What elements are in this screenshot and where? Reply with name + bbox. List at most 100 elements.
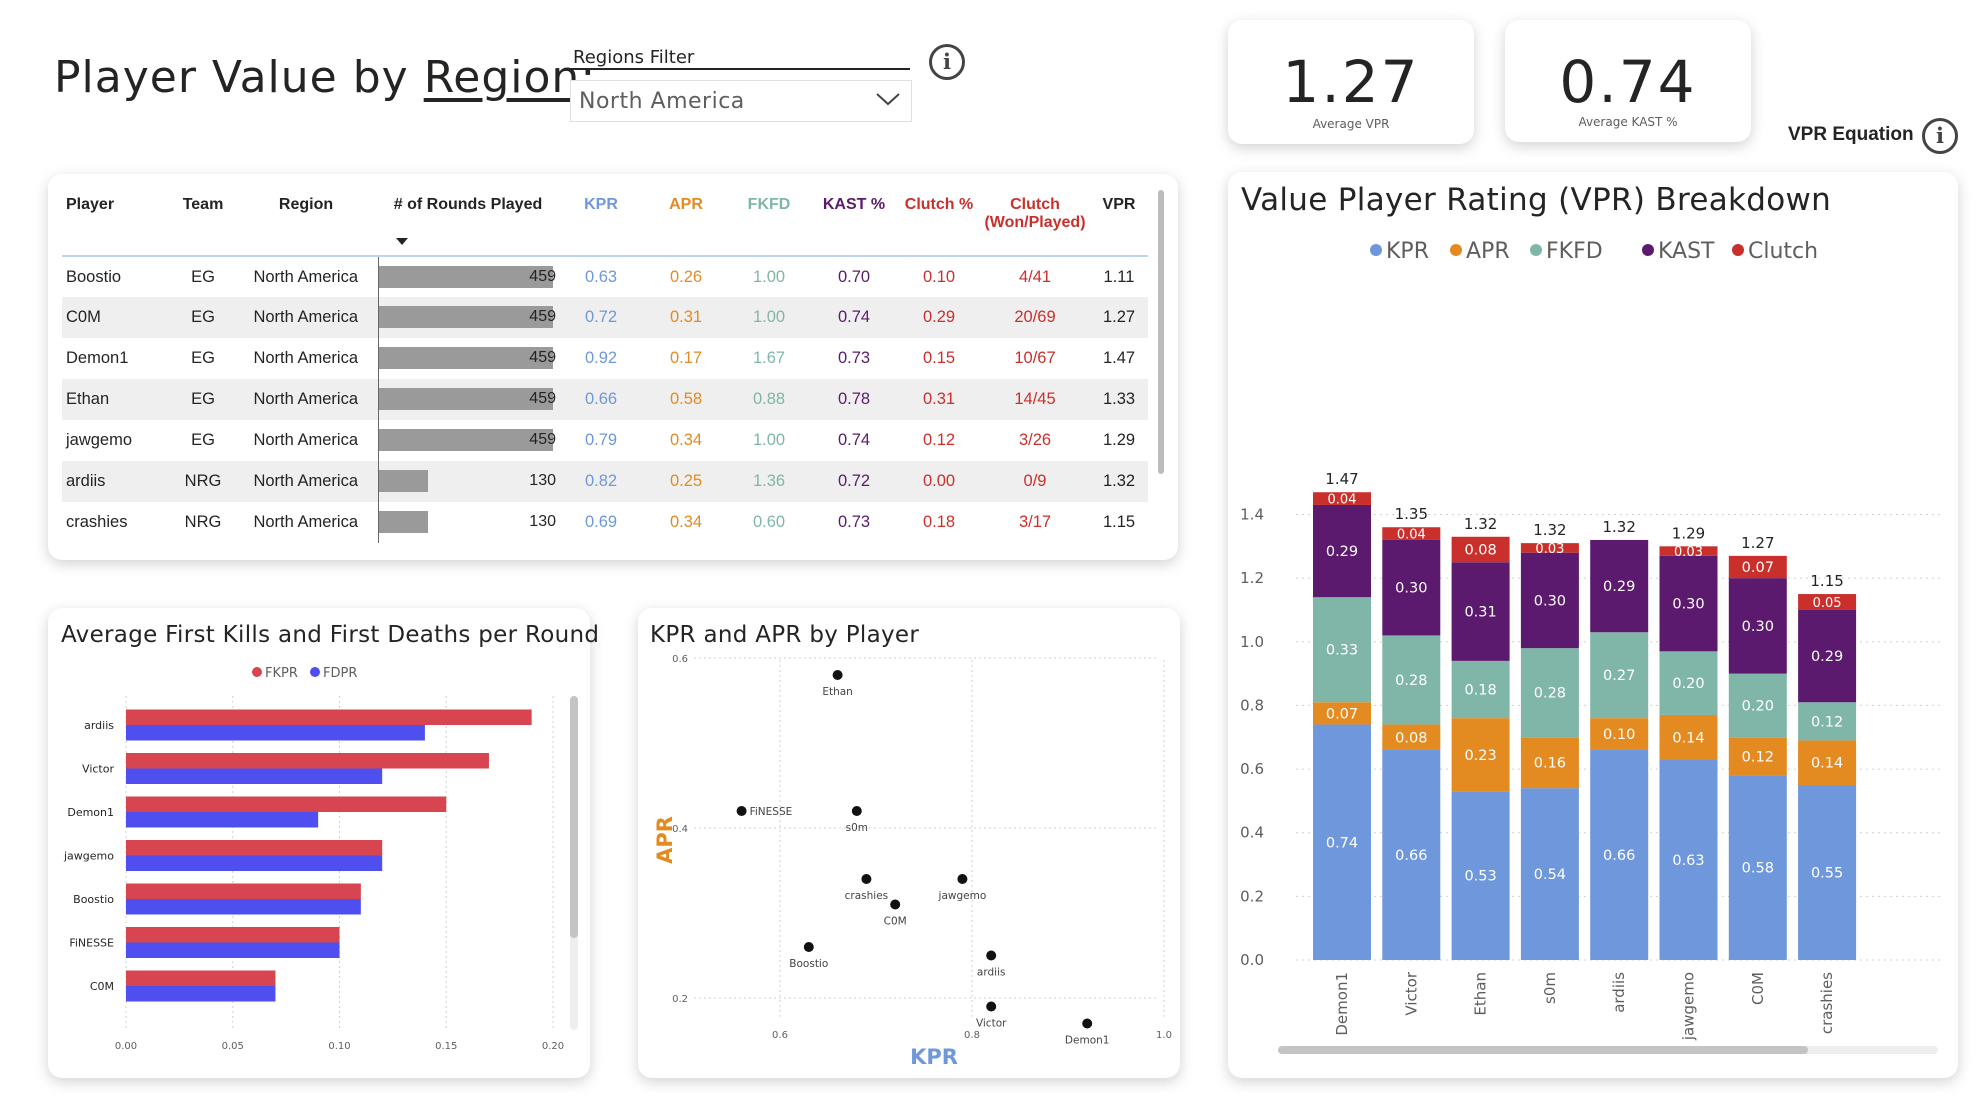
cell-region: North America (253, 431, 359, 449)
column-header-apr[interactable]: APR (644, 190, 728, 257)
point-label: jawgemo (938, 890, 987, 902)
vpr-equation-info-icon[interactable]: i (1922, 118, 1958, 154)
cell-team: EG (191, 349, 215, 367)
kpi-label: Average VPR (1312, 117, 1390, 131)
cell-kast: 0.74 (810, 297, 898, 338)
info-icon[interactable]: i (929, 44, 965, 80)
cell-region: North America (234, 461, 378, 502)
segment-data-label: 0.74 (1326, 835, 1358, 851)
segment-data-label: 0.66 (1603, 848, 1635, 864)
segment-data-label: 0.63 (1672, 853, 1704, 869)
table-scrollbar[interactable] (1158, 190, 1164, 474)
x-tick-label: 0.6 (772, 1030, 788, 1041)
segment-data-label: 0.55 (1811, 865, 1843, 881)
point-label: ardiis (977, 967, 1006, 979)
column-header-clutch-pct[interactable]: Clutch % (898, 190, 980, 257)
x-tick-label: 0.05 (222, 1041, 244, 1052)
table-row[interactable]: Demon1 EG North America 459 0.92 0.17 1.67 0.73… (62, 338, 1148, 379)
cell-fkfd: 0.88 (728, 379, 810, 420)
chart-title: KPR and APR by Player (650, 622, 920, 648)
cell-region: North America (253, 513, 359, 531)
category-label: crashies (1818, 972, 1836, 1034)
table-row[interactable]: ardiis NRG North America 130 0.82 0.25 1.36 0.7… (62, 461, 1148, 502)
column-header-clutch-won-played[interactable]: Clutch (Won/Played) (980, 190, 1090, 257)
column-header-team[interactable]: Team (172, 190, 234, 257)
stacked-segment-kpr (1382, 749, 1441, 960)
segment-data-label: 0.29 (1326, 544, 1358, 560)
scatter-point (890, 899, 901, 910)
cell-kpr: 0.79 (584, 431, 618, 449)
column-header-vpr[interactable]: VPR (1090, 190, 1148, 257)
stacked-segment-apr (1798, 740, 1857, 785)
cell-clutch-won-played: 14/45 (980, 379, 1090, 420)
stacked-segment-fkfd (1451, 660, 1510, 719)
column-header-fkfd[interactable]: FKFD (728, 190, 810, 257)
legend-label-fkpr: FKPR (265, 666, 298, 681)
cell-region: North America (234, 297, 378, 338)
total-data-label: 1.29 (1672, 524, 1705, 542)
cell-region: North America (234, 379, 378, 420)
stacked-segment-fkfd (1313, 597, 1371, 703)
first-kills-deaths-chart-card: Average First Kills and First Deaths per… (48, 608, 599, 1078)
legend-marker-fkpr (252, 667, 262, 677)
stacked-segment-fkfd (1659, 651, 1718, 715)
cell-player: jawgemo (66, 431, 133, 449)
cell-kast: 0.73 (837, 349, 871, 367)
chart-scrollbar-thumb (1278, 1046, 1808, 1054)
x-tick-label: 1.0 (1156, 1030, 1172, 1041)
cell-rounds: 130 (377, 461, 558, 502)
category-label: jawgemo (1680, 972, 1698, 1041)
segment-data-label: 0.08 (1395, 730, 1427, 746)
category-label: C0M (90, 980, 114, 993)
stacked-segment-kast (1728, 578, 1787, 674)
cell-player: Ethan (62, 379, 172, 420)
regions-filter-value: North America (579, 89, 745, 114)
column-header-player[interactable]: Player (62, 190, 172, 257)
bar-fkpr (126, 709, 532, 725)
column-header-kast[interactable]: KAST % (810, 190, 898, 257)
segment-data-label: 0.23 (1464, 748, 1496, 764)
stacked-segment-kast (1520, 552, 1579, 649)
y-tick-label: 0.2 (672, 994, 688, 1005)
filter-underline (570, 68, 910, 70)
chart-title: Average First Kills and First Deaths per… (61, 622, 600, 648)
cell-clutch-pct: 0.31 (898, 379, 980, 420)
scatter-point (957, 874, 968, 884)
cell-kpr: 0.72 (558, 297, 644, 338)
table-row[interactable]: C0M EG North America 459 0.72 0.31 1.00 0.74 0.2… (62, 297, 1148, 338)
table-row[interactable]: Boostio EG North America 459 0.63 0.26 1.00 0.7… (62, 256, 1148, 297)
cell-apr: 0.26 (669, 267, 703, 286)
segment-data-label: 0.27 (1603, 668, 1635, 684)
column-header-kpr[interactable]: KPR (558, 190, 644, 257)
total-data-label: 1.32 (1464, 515, 1497, 533)
rounds-bar (378, 511, 428, 533)
legend-marker-kast (1642, 244, 1654, 256)
legend-label-apr: APR (1466, 239, 1510, 264)
table-row[interactable]: jawgemo EG North America 459 0.79 0.34 1.00 0.7… (62, 420, 1148, 461)
table-row[interactable]: Ethan EG North America 459 0.66 0.58 0.88 0.78 0… (62, 379, 1148, 420)
stacked-segment-kast (1798, 609, 1857, 703)
column-header-rounds-played[interactable]: # of Rounds Played (378, 190, 558, 257)
vpr-equation-label: VPR Equation (1788, 124, 1914, 145)
segment-data-label: 0.07 (1326, 706, 1358, 722)
cell-kpr: 0.69 (584, 513, 618, 531)
stacked-segment-apr (1520, 737, 1579, 789)
title-region-link[interactable]: Region (423, 52, 581, 103)
segment-data-label: 0.12 (1811, 714, 1843, 730)
regions-filter-dropdown[interactable]: North America (570, 80, 912, 122)
fkfd-bar-chart: FKPR FDPR 0.00 0.05 0.10 0.15 0.20 ardiis Victor… (63, 666, 578, 1052)
legend-marker-fdpr (310, 667, 320, 677)
legend-label-kpr: KPR (1386, 239, 1429, 264)
column-header-region[interactable]: Region (234, 190, 378, 257)
table-row[interactable]: crashies NRG North America 130 0.69 0.34 0.60 0… (62, 502, 1148, 543)
point-label: Boostio (789, 958, 828, 970)
scatter-point (986, 1001, 997, 1012)
rounds-bar (378, 429, 553, 451)
y-tick-label: 1.0 (1240, 633, 1264, 651)
kpi-value: 0.74 (1559, 48, 1697, 116)
bar-fdpr (126, 725, 425, 741)
cell-fkfd: 1.67 (752, 349, 786, 367)
segment-data-label: 0.03 (1674, 545, 1703, 560)
kpr-apr-scatter-card: KPR and APR by Player 0.6 0.8 1.0 0.2 0.4 0.6… (638, 608, 1180, 1078)
segment-data-label: 0.08 (1464, 543, 1496, 559)
